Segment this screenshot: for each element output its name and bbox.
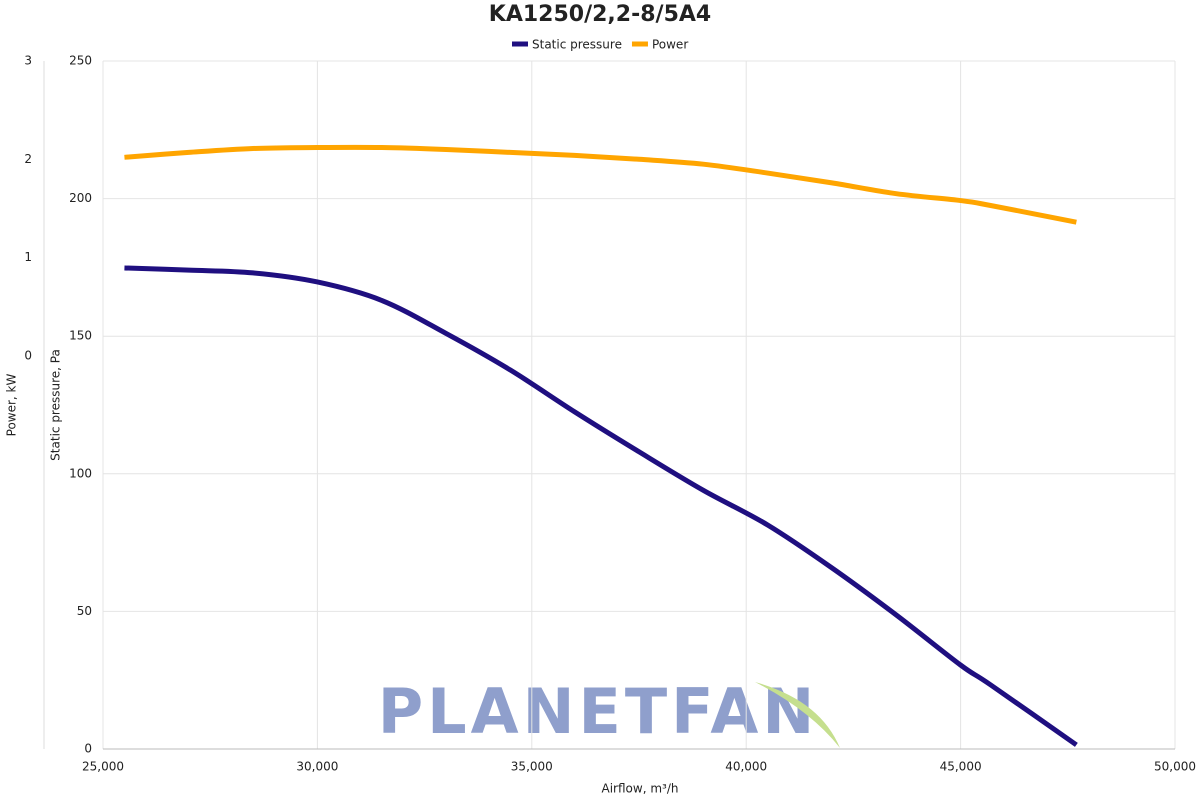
chart-title: KA1250/2,2-8/5A4 bbox=[489, 2, 711, 27]
y-tick-label: 50 bbox=[77, 604, 92, 618]
series-line bbox=[124, 265, 1078, 747]
x-axis-title: Airflow, m³/h bbox=[602, 782, 679, 796]
y2-tick-label: 0 bbox=[24, 348, 32, 362]
y-tick-label: 250 bbox=[69, 54, 92, 68]
y2-axis-title: Power, kW bbox=[5, 374, 19, 437]
x-tick-label: 25,000 bbox=[82, 760, 124, 774]
y2-tick-label: 3 bbox=[24, 54, 32, 68]
y-tick-label: 200 bbox=[69, 191, 92, 205]
x-tick-label: 50,000 bbox=[1154, 760, 1196, 774]
y2-tick-label: 1 bbox=[24, 250, 32, 264]
legend-label: Power bbox=[652, 38, 688, 52]
y2-tick-label: 2 bbox=[24, 152, 32, 166]
x-tick-label: 30,000 bbox=[296, 760, 338, 774]
legend-label: Static pressure bbox=[532, 38, 622, 52]
y-tick-label: 100 bbox=[69, 466, 92, 480]
x-tick-label: 35,000 bbox=[511, 760, 553, 774]
y-axis-title: Static pressure, Pa bbox=[49, 349, 63, 461]
series-line bbox=[124, 144, 1077, 225]
x-tick-label: 40,000 bbox=[725, 760, 767, 774]
y-tick-label: 150 bbox=[69, 329, 92, 343]
y-tick-label: 0 bbox=[84, 742, 92, 756]
x-tick-label: 45,000 bbox=[940, 760, 982, 774]
watermark: PLANETFAN bbox=[378, 675, 819, 748]
